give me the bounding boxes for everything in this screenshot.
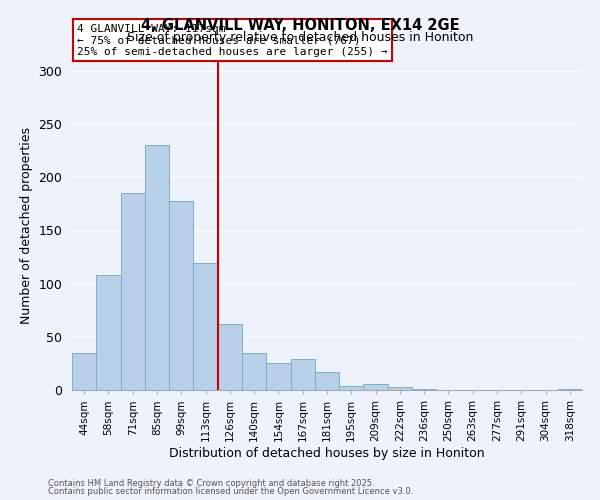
Text: Contains public sector information licensed under the Open Government Licence v3: Contains public sector information licen…: [48, 487, 413, 496]
Bar: [290, 359, 315, 390]
Bar: [364, 384, 388, 390]
Text: Contains HM Land Registry data © Crown copyright and database right 2025.: Contains HM Land Registry data © Crown c…: [48, 478, 374, 488]
Bar: [315, 372, 339, 390]
Text: 4 GLANVILL WAY: 117sqm
← 75% of detached houses are smaller (767)
25% of semi-de: 4 GLANVILL WAY: 117sqm ← 75% of detached…: [77, 24, 388, 56]
Bar: [96, 275, 121, 390]
Bar: [193, 264, 218, 390]
Y-axis label: Number of detached properties: Number of detached properties: [20, 126, 33, 324]
Bar: [72, 352, 96, 390]
Bar: [242, 352, 266, 390]
Bar: [121, 193, 145, 390]
Bar: [145, 145, 169, 390]
Bar: [218, 324, 242, 390]
Bar: [169, 200, 193, 390]
Text: 4, GLANVILL WAY, HONITON, EX14 2GE: 4, GLANVILL WAY, HONITON, EX14 2GE: [140, 18, 460, 32]
Bar: [388, 387, 412, 390]
Bar: [266, 364, 290, 390]
X-axis label: Distribution of detached houses by size in Honiton: Distribution of detached houses by size …: [169, 446, 485, 460]
Text: Size of property relative to detached houses in Honiton: Size of property relative to detached ho…: [127, 31, 473, 44]
Bar: [339, 386, 364, 390]
Bar: [558, 389, 582, 390]
Bar: [412, 389, 436, 390]
